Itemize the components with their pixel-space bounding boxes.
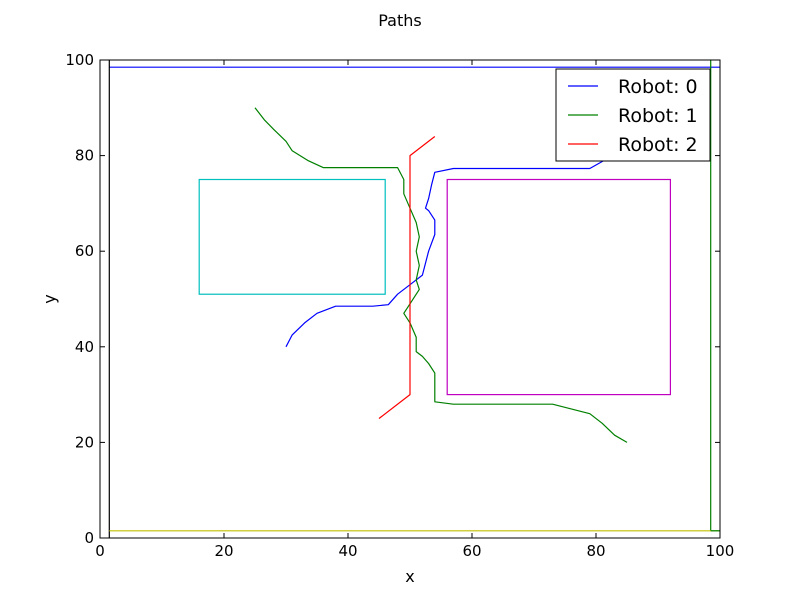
x-tick-label: 40 [338, 542, 357, 560]
y-tick-label: 80 [75, 147, 94, 165]
x-tick-label: 100 [706, 542, 735, 560]
y-axis-label: y [40, 294, 59, 303]
x-axis-ticks: 0 20 40 60 80 100 [95, 60, 734, 560]
plot-frame [99, 59, 721, 539]
series-line-robot-1 [254, 107, 628, 443]
series-line-robot-0 [285, 136, 622, 348]
obstacle-rect-1 [446, 178, 672, 396]
series-line-robot-2 [378, 136, 436, 419]
legend-label-robot-1: Robot: 1 [618, 105, 698, 127]
boundary-lines [108, 60, 720, 538]
legend-label-robot-2: Robot: 2 [618, 134, 698, 156]
x-tick-label: 60 [462, 542, 481, 560]
chart-title: Paths [378, 11, 421, 30]
y-tick-label: 100 [65, 51, 94, 69]
obstacles [198, 178, 672, 396]
y-tick-label: 0 [84, 529, 94, 547]
y-axis-ticks: 0 20 40 60 80 100 [65, 51, 720, 547]
y-tick-label: 40 [75, 338, 94, 356]
x-tick-label: 80 [586, 542, 605, 560]
y-tick-label: 20 [75, 433, 94, 451]
x-tick-label: 20 [214, 542, 233, 560]
y-tick-label: 60 [75, 242, 94, 260]
x-tick-label: 0 [95, 542, 105, 560]
robot-paths [254, 107, 628, 443]
x-axis-label: x [405, 567, 414, 586]
obstacle-rect-0 [198, 178, 386, 295]
legend: Robot: 0 Robot: 1 Robot: 2 [555, 68, 711, 162]
legend-label-robot-0: Robot: 0 [618, 76, 698, 98]
